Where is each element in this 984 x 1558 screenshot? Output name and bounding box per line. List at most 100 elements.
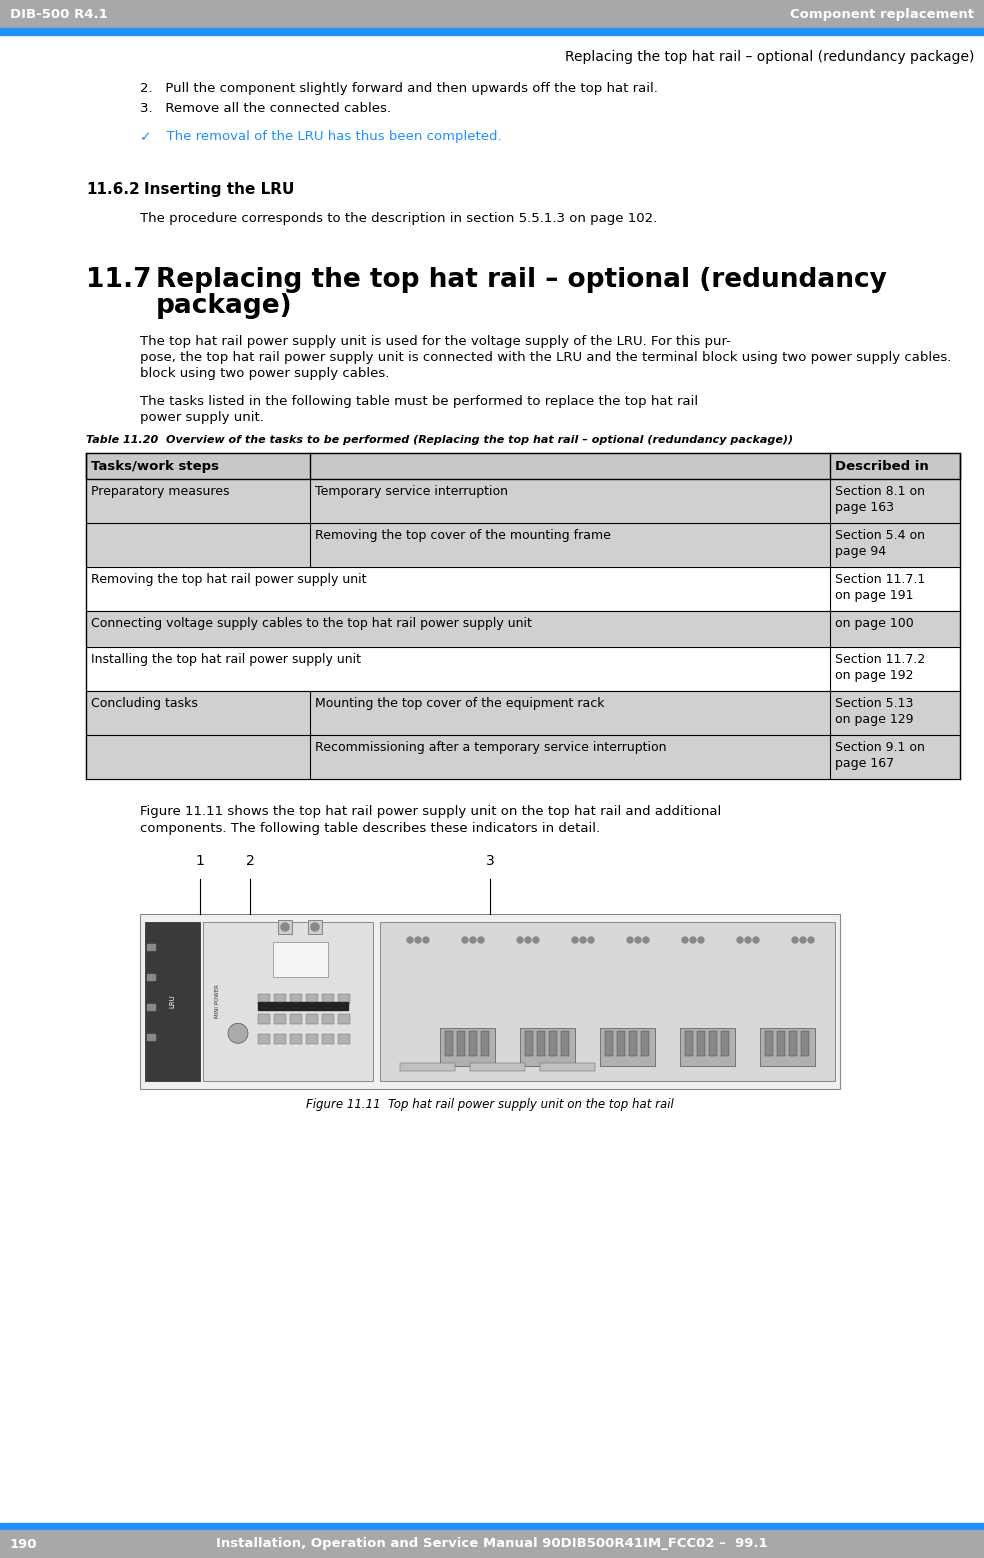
Text: page 167: page 167 bbox=[835, 757, 894, 770]
Circle shape bbox=[407, 936, 413, 943]
Bar bbox=[685, 1031, 693, 1056]
Circle shape bbox=[415, 936, 421, 943]
Circle shape bbox=[572, 936, 578, 943]
Text: Section 8.1 on: Section 8.1 on bbox=[835, 485, 925, 499]
Text: Concluding tasks: Concluding tasks bbox=[91, 696, 198, 710]
Bar bbox=[760, 1028, 815, 1066]
Text: Temporary service interruption: Temporary service interruption bbox=[315, 485, 508, 499]
Bar bbox=[470, 1063, 525, 1070]
Bar bbox=[0, 0, 984, 28]
Bar bbox=[641, 1031, 649, 1056]
Text: 24A max: 24A max bbox=[283, 964, 317, 974]
Text: power supply unit.: power supply unit. bbox=[140, 411, 264, 424]
Bar bbox=[308, 921, 322, 933]
Bar bbox=[0, 1524, 984, 1530]
Circle shape bbox=[792, 936, 798, 943]
Text: Replacing the top hat rail – optional (redundancy package): Replacing the top hat rail – optional (r… bbox=[565, 50, 974, 64]
Text: Table 11.20  Overview of the tasks to be performed (Replacing the top hat rail –: Table 11.20 Overview of the tasks to be … bbox=[86, 435, 793, 446]
Bar bbox=[140, 915, 840, 1089]
Bar bbox=[258, 1002, 348, 1010]
Bar bbox=[338, 994, 350, 1003]
Bar bbox=[322, 1014, 334, 1024]
Circle shape bbox=[517, 936, 523, 943]
Bar bbox=[86, 735, 960, 779]
Circle shape bbox=[808, 936, 814, 943]
Circle shape bbox=[228, 1024, 248, 1044]
Bar bbox=[561, 1031, 569, 1056]
Text: Tasks/work steps: Tasks/work steps bbox=[91, 460, 219, 472]
Text: Section 9.1 on: Section 9.1 on bbox=[835, 742, 925, 754]
Text: Figure 11.11  Top hat rail power supply unit on the top hat rail: Figure 11.11 Top hat rail power supply u… bbox=[306, 1098, 674, 1111]
Bar bbox=[801, 1031, 809, 1056]
Text: Figure 11.11 shows the top hat rail power supply unit on the top hat rail and ad: Figure 11.11 shows the top hat rail powe… bbox=[140, 805, 721, 818]
Text: Mounting the top cover of the equipment rack: Mounting the top cover of the equipment … bbox=[315, 696, 604, 710]
Bar bbox=[777, 1031, 785, 1056]
Circle shape bbox=[635, 936, 641, 943]
Bar bbox=[86, 647, 960, 692]
Bar bbox=[537, 1031, 545, 1056]
Bar bbox=[290, 994, 302, 1003]
Bar bbox=[709, 1031, 717, 1056]
Bar bbox=[86, 478, 960, 523]
Text: 2.   Pull the component slightly forward and then upwards off the top hat rail.: 2. Pull the component slightly forward a… bbox=[140, 83, 658, 95]
Bar bbox=[290, 1035, 302, 1044]
Bar bbox=[481, 1031, 489, 1056]
Bar bbox=[86, 567, 960, 611]
Text: Removing the top cover of the mounting frame: Removing the top cover of the mounting f… bbox=[315, 530, 611, 542]
Text: 3.   Remove all the connected cables.: 3. Remove all the connected cables. bbox=[140, 101, 391, 115]
Bar bbox=[400, 1063, 455, 1070]
Bar bbox=[697, 1031, 705, 1056]
Bar bbox=[274, 994, 286, 1003]
Circle shape bbox=[682, 936, 688, 943]
Bar bbox=[258, 994, 270, 1003]
Text: The procedure corresponds to the description in section 5.5.1.3 on page 102.: The procedure corresponds to the descrip… bbox=[140, 212, 657, 224]
Bar bbox=[274, 1035, 286, 1044]
Bar bbox=[306, 1035, 318, 1044]
Text: package): package) bbox=[156, 293, 292, 319]
Bar bbox=[605, 1031, 613, 1056]
Bar bbox=[290, 1014, 302, 1024]
Bar bbox=[322, 994, 334, 1003]
Text: The removal of the LRU has thus been completed.: The removal of the LRU has thus been com… bbox=[158, 129, 502, 143]
Bar bbox=[306, 1014, 318, 1024]
Bar bbox=[258, 1035, 270, 1044]
Bar bbox=[338, 1035, 350, 1044]
Text: 48V ═: 48V ═ bbox=[289, 952, 311, 961]
Bar bbox=[765, 1031, 773, 1056]
Text: MINI POWER: MINI POWER bbox=[215, 985, 220, 1019]
Circle shape bbox=[745, 936, 751, 943]
Text: 11.7: 11.7 bbox=[86, 266, 152, 293]
Text: page 94: page 94 bbox=[835, 545, 887, 558]
Bar bbox=[338, 1014, 350, 1024]
Bar bbox=[274, 1014, 286, 1024]
Circle shape bbox=[462, 936, 468, 943]
Bar bbox=[629, 1031, 637, 1056]
Bar bbox=[322, 1035, 334, 1044]
Circle shape bbox=[690, 936, 696, 943]
Circle shape bbox=[698, 936, 704, 943]
Bar bbox=[147, 1003, 155, 1010]
Circle shape bbox=[533, 936, 539, 943]
Bar bbox=[549, 1031, 557, 1056]
Circle shape bbox=[281, 922, 289, 932]
Text: The tasks listed in the following table must be performed to replace the top hat: The tasks listed in the following table … bbox=[140, 396, 698, 408]
Text: 1: 1 bbox=[196, 854, 205, 868]
Text: 11.6.2: 11.6.2 bbox=[86, 182, 140, 196]
Bar bbox=[525, 1031, 533, 1056]
Bar bbox=[147, 974, 155, 980]
Text: Preparatory measures: Preparatory measures bbox=[91, 485, 229, 499]
Text: block using two power supply cables.: block using two power supply cables. bbox=[140, 368, 390, 380]
Text: Described in: Described in bbox=[835, 460, 929, 472]
Circle shape bbox=[525, 936, 531, 943]
Text: components. The following table describes these indicators in detail.: components. The following table describe… bbox=[140, 823, 600, 835]
Text: 2: 2 bbox=[246, 854, 255, 868]
Text: Connecting voltage supply cables to the top hat rail power supply unit: Connecting voltage supply cables to the … bbox=[91, 617, 532, 629]
Circle shape bbox=[627, 936, 633, 943]
Bar bbox=[306, 994, 318, 1003]
Text: Section 11.7.1: Section 11.7.1 bbox=[835, 573, 925, 586]
Text: Section 11.7.2: Section 11.7.2 bbox=[835, 653, 925, 665]
Bar bbox=[147, 944, 155, 950]
Text: pose, the top hat rail power supply unit is connected with the LRU and the termi: pose, the top hat rail power supply unit… bbox=[140, 351, 952, 365]
Text: 190: 190 bbox=[10, 1538, 37, 1550]
Bar bbox=[145, 922, 200, 1081]
